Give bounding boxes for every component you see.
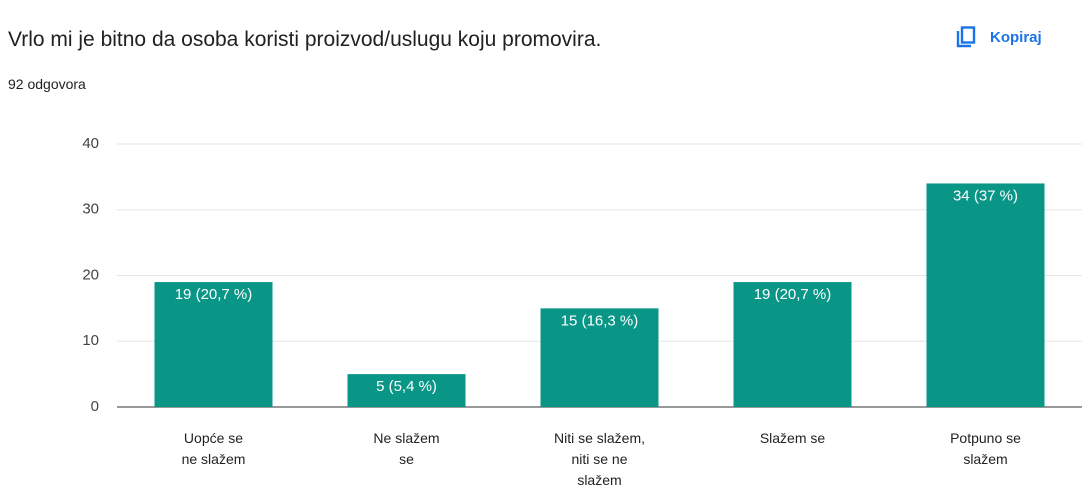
bar	[540, 308, 659, 407]
y-tick-label: 0	[91, 398, 99, 415]
bar	[154, 282, 273, 407]
bar	[733, 282, 852, 407]
value-label: 15 (16,3 %)	[561, 312, 639, 329]
value-label: 5 (5,4 %)	[376, 378, 437, 395]
value-label: 34 (37 %)	[953, 187, 1018, 204]
y-tick-label: 40	[82, 135, 99, 152]
y-tick-label: 20	[82, 266, 99, 283]
copy-label[interactable]: Kopiraj	[990, 28, 1042, 46]
x-tick-label: Ne slažem se	[373, 430, 440, 467]
copy-button[interactable]: Kopiraj	[956, 26, 1042, 48]
value-label: 19 (20,7 %)	[754, 286, 832, 303]
value-label: 19 (20,7 %)	[175, 286, 253, 303]
y-tick-label: 30	[82, 201, 99, 218]
x-tick-label: Slažem se	[759, 430, 826, 446]
x-tick-label: Uopće se ne slažem	[181, 430, 246, 467]
bar	[347, 374, 466, 407]
x-tick-label: Niti se slažem, niti se ne slažem	[553, 430, 646, 488]
bar	[926, 183, 1045, 407]
y-tick-label: 10	[82, 332, 99, 349]
question-title: Vrlo mi je bitno da osoba koristi proizv…	[8, 28, 602, 51]
copy-icon	[956, 26, 976, 48]
x-tick-label: Potpuno se slažem	[950, 430, 1021, 467]
response-count: 92 odgovora	[8, 76, 86, 92]
